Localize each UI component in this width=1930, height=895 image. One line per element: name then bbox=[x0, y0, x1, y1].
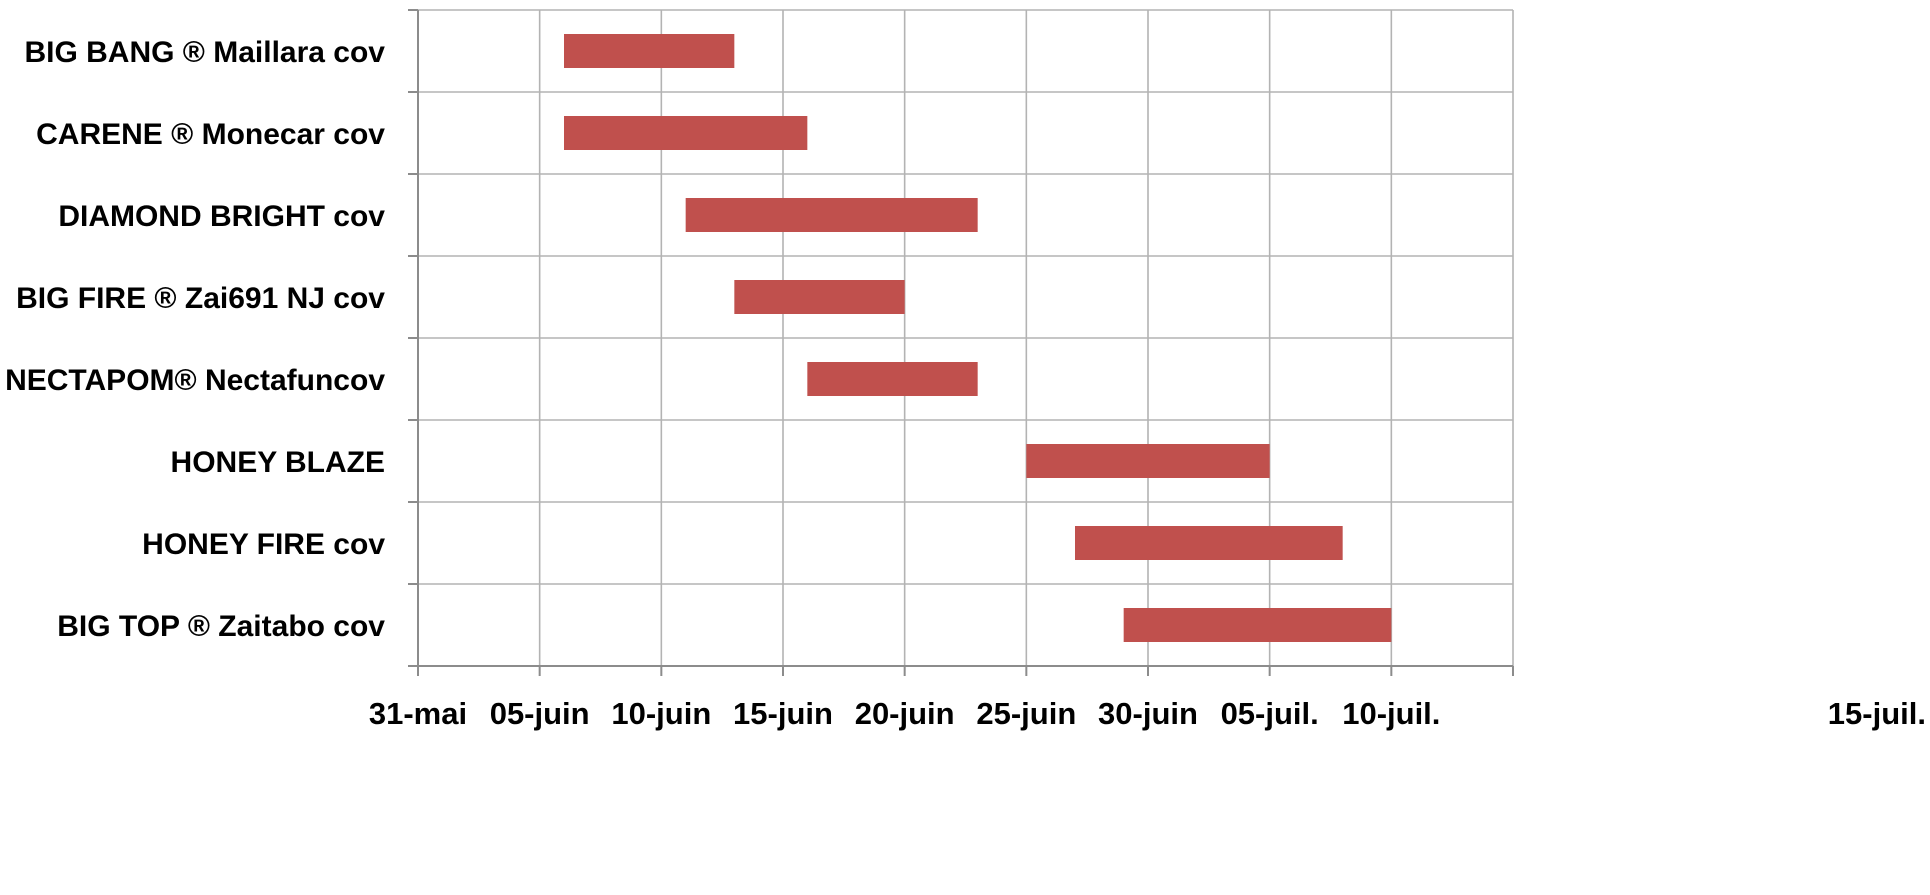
category-label: HONEY FIRE cov bbox=[142, 528, 385, 561]
x-tick-label: 31-mai bbox=[369, 696, 467, 731]
range-bar bbox=[734, 280, 905, 314]
category-label: BIG BANG ® Maillara cov bbox=[24, 36, 385, 69]
x-tick-label: 05-juil. bbox=[1221, 696, 1319, 731]
range-bar bbox=[564, 34, 735, 68]
x-tick-label: 10-juin bbox=[611, 696, 711, 731]
range-bar bbox=[1123, 608, 1392, 642]
axes bbox=[408, 9, 1514, 676]
gridlines bbox=[418, 9, 1514, 666]
range-bar bbox=[1075, 526, 1343, 560]
category-labels: BIG BANG ® Maillara cov CARENE ® Monecar … bbox=[5, 36, 385, 643]
x-tick-labels: 31-mai 05-juin 10-juin 15-juin 20-juin 25-jui… bbox=[369, 696, 1926, 731]
x-tick-label: 05-juin bbox=[490, 696, 590, 731]
category-label: BIG TOP ® Zaitabo cov bbox=[57, 610, 385, 643]
range-bar bbox=[564, 116, 808, 150]
category-label: HONEY BLAZE bbox=[171, 446, 385, 479]
category-label: NECTAPOM® Nectafuncov bbox=[5, 364, 385, 397]
bars bbox=[564, 34, 1392, 642]
x-tick-label: 30-juin bbox=[1098, 696, 1198, 731]
category-label: BIG FIRE ® Zai691 NJ cov bbox=[16, 282, 385, 315]
x-tick-label: 20-juin bbox=[855, 696, 955, 731]
x-tick-label: 15-juil. bbox=[1828, 696, 1926, 731]
range-bar bbox=[1026, 444, 1270, 478]
x-tick-label: 15-juin bbox=[733, 696, 833, 731]
category-label: DIAMOND BRIGHT cov bbox=[58, 200, 385, 233]
x-tick-label: 10-juil. bbox=[1342, 696, 1440, 731]
category-label: CARENE ® Monecar cov bbox=[36, 118, 385, 151]
range-bar bbox=[685, 198, 978, 232]
x-tick-label: 25-juin bbox=[976, 696, 1076, 731]
range-bar bbox=[807, 362, 978, 396]
